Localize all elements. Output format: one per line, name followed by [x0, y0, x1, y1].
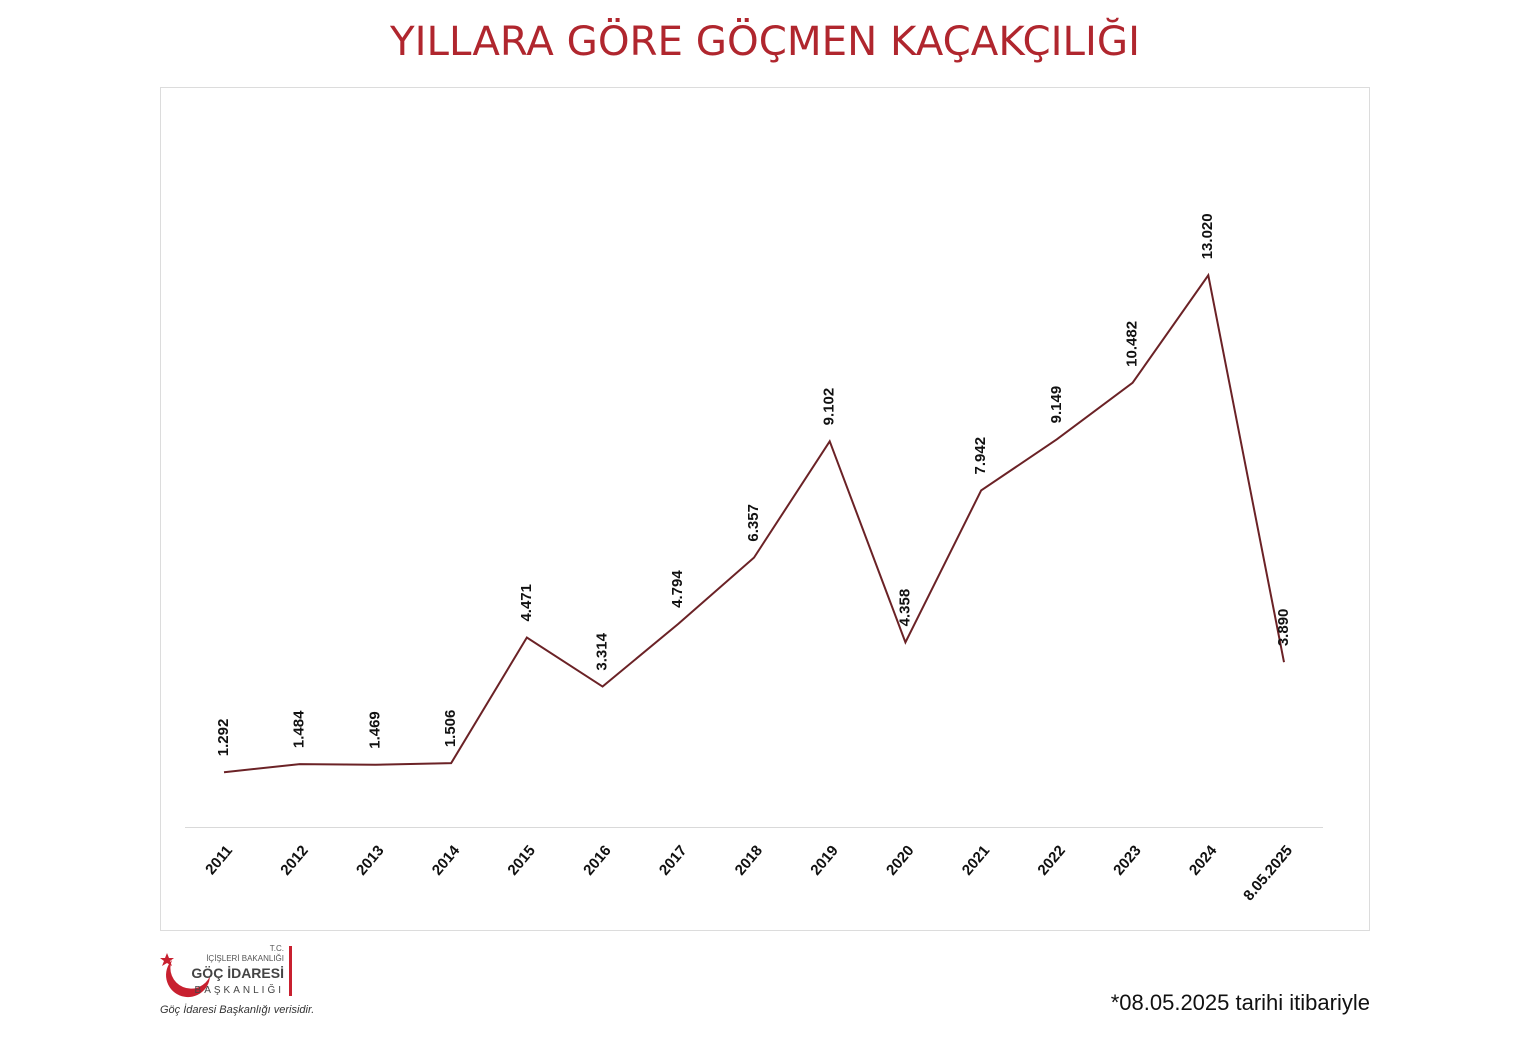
value-label: 3.314 [594, 632, 611, 670]
logo-bar [289, 946, 292, 996]
value-label: 4.471 [518, 584, 535, 622]
line [223, 272, 1285, 774]
plot-frame [160, 87, 1370, 931]
logo-text: GÖÇ İDARESİ [191, 965, 284, 981]
logo-text: İÇİŞLERİ BAKANLIĞI [206, 954, 284, 963]
value-label: 6.357 [745, 504, 762, 542]
logo-text: BAŞKANLIĞI [195, 983, 284, 996]
value-label: 1.469 [366, 711, 383, 749]
logo-crescent [166, 960, 210, 998]
value-label: 13.020 [1199, 213, 1216, 259]
chart-title: YILLARA GÖRE GÖÇMEN KAÇAKÇILIĞI [389, 17, 1140, 65]
value-label: 1.506 [442, 710, 459, 748]
value-label: 4.358 [896, 589, 913, 627]
source-note: Göç İdaresi Başkanlığı verisidir. [160, 1004, 314, 1016]
value-label: 1.292 [215, 719, 232, 757]
logo-star [160, 953, 174, 966]
value-label: 4.794 [669, 570, 686, 608]
value-label: 9.149 [1048, 386, 1065, 424]
value-label: 3.890 [1275, 609, 1292, 647]
value-label: 7.942 [972, 437, 989, 475]
value-label: 1.484 [291, 710, 308, 748]
logo-text: T.C. [270, 944, 284, 953]
logo: T.C. İÇİŞLERİ BAKANLIĞI GÖÇ İDARESİ BAŞK… [160, 944, 292, 998]
footnote: *08.05.2025 tarihi itibariyle [1111, 990, 1370, 1015]
value-label: 9.102 [821, 388, 838, 426]
value-label: 10.482 [1124, 321, 1141, 367]
